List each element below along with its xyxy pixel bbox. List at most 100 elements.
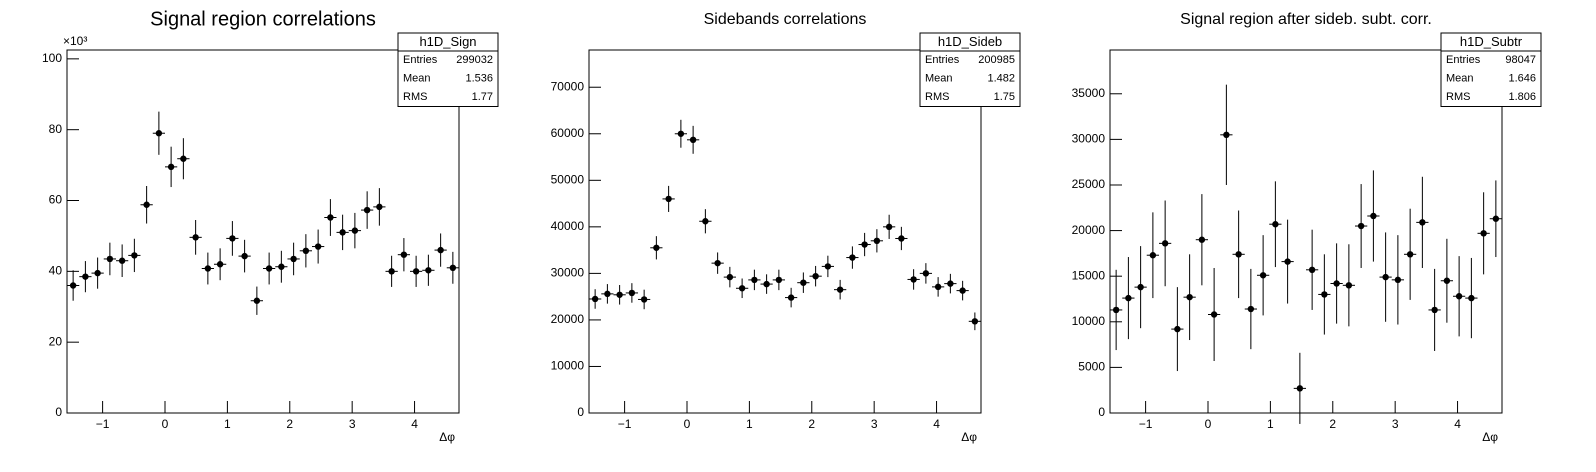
stats-value: 1.806 xyxy=(1508,91,1536,103)
stats-name: h1D_Sideb xyxy=(938,34,1002,49)
x-tick-label: 2 xyxy=(1329,417,1336,431)
chart-title: Signal region correlations xyxy=(150,8,376,30)
data-point xyxy=(775,276,783,284)
data-point xyxy=(229,235,236,242)
y-tick-label: 70000 xyxy=(551,79,585,93)
stats-label: Entries xyxy=(403,54,438,66)
data-point xyxy=(1443,277,1451,284)
data-point xyxy=(1235,251,1242,258)
data-point xyxy=(351,227,359,234)
y-multiplier: ×10³ xyxy=(63,34,87,48)
data-point xyxy=(653,244,660,251)
stats-value: 1.646 xyxy=(1508,73,1536,85)
data-point xyxy=(339,229,346,236)
x-tick-label: 3 xyxy=(871,417,878,431)
stats-label: RMS xyxy=(1446,91,1470,103)
data-point xyxy=(1308,266,1316,274)
data-point xyxy=(94,269,101,277)
data-point xyxy=(1455,293,1463,300)
x-tick-label: 2 xyxy=(286,417,293,431)
data-point xyxy=(1370,212,1377,220)
data-point xyxy=(388,268,395,275)
data-point xyxy=(849,254,856,261)
data-point xyxy=(1480,230,1487,237)
chart-title: Sidebands correlations xyxy=(704,11,867,28)
data-point xyxy=(327,214,334,221)
data-point xyxy=(751,276,758,284)
data-point xyxy=(800,279,807,286)
data-point xyxy=(873,237,881,245)
y-tick-label: 35000 xyxy=(1072,86,1106,100)
data-point xyxy=(604,290,611,298)
data-point xyxy=(591,295,599,303)
data-point xyxy=(665,195,672,203)
y-tick-label: 15000 xyxy=(1072,268,1106,282)
x-tick-label: 1 xyxy=(1267,417,1274,431)
stats-value: 98047 xyxy=(1505,54,1536,66)
data-point xyxy=(69,282,77,289)
data-point xyxy=(302,247,310,255)
data-point xyxy=(763,280,770,288)
data-point xyxy=(1125,294,1132,302)
data-point xyxy=(1259,272,1267,279)
x-tick-label: 2 xyxy=(808,417,815,431)
data-point xyxy=(1333,280,1340,287)
x-tick-label: 0 xyxy=(162,417,169,431)
stats-label: RMS xyxy=(925,91,949,103)
y-tick-label: 10000 xyxy=(551,359,585,373)
data-point xyxy=(885,223,893,231)
stats-value: 1.536 xyxy=(465,73,493,85)
y-tick-label: 5000 xyxy=(1078,360,1105,374)
frame xyxy=(1109,49,1503,414)
data-point xyxy=(824,263,832,270)
data-point xyxy=(449,264,457,271)
data-point xyxy=(702,218,709,225)
y-tick-label: 40 xyxy=(49,264,63,278)
stats-label: Entries xyxy=(925,54,960,66)
data-point xyxy=(314,243,322,250)
data-point xyxy=(738,285,746,292)
y-tick-label: 100 xyxy=(42,51,62,65)
data-point xyxy=(1186,293,1193,301)
data-point xyxy=(1284,258,1291,265)
frame xyxy=(66,49,460,414)
data-point xyxy=(1161,240,1169,247)
data-point xyxy=(1419,219,1426,226)
data-point xyxy=(241,252,248,260)
data-point xyxy=(1492,215,1500,222)
data-point xyxy=(1223,131,1230,139)
y-tick-label: 0 xyxy=(55,405,62,419)
data-point xyxy=(412,268,420,275)
y-tick-label: 50000 xyxy=(551,172,585,186)
data-point xyxy=(425,267,432,274)
x-axis-label: Δφ xyxy=(1482,430,1498,444)
data-point xyxy=(1431,306,1438,314)
x-tick-label: 4 xyxy=(1454,417,1461,431)
stats-label: Mean xyxy=(403,73,431,85)
x-tick-label: −1 xyxy=(96,417,110,431)
data-point xyxy=(616,291,623,298)
data-point xyxy=(1210,311,1218,318)
data-point xyxy=(910,276,917,283)
x-tick-label: −1 xyxy=(618,417,632,431)
data-point xyxy=(677,130,685,137)
data-point xyxy=(143,201,150,208)
stats-value: 1.482 xyxy=(987,73,1015,85)
x-axis-label: Δφ xyxy=(439,430,455,444)
data-point xyxy=(861,241,868,248)
data-point xyxy=(118,257,126,264)
stats-value: 1.77 xyxy=(472,91,493,103)
x-tick-label: 4 xyxy=(933,417,940,431)
y-tick-label: 40000 xyxy=(551,219,585,233)
x-tick-label: 0 xyxy=(1205,417,1212,431)
y-tick-label: 20 xyxy=(49,334,63,348)
y-tick-label: 60000 xyxy=(551,126,585,140)
data-point xyxy=(216,261,224,268)
y-tick-label: 25000 xyxy=(1072,177,1106,191)
y-tick-label: 0 xyxy=(577,405,584,419)
stats-value: 299032 xyxy=(456,54,493,66)
data-point xyxy=(1272,221,1279,228)
chart-title: Signal region after sideb. subt. corr. xyxy=(1180,11,1432,28)
data-point xyxy=(1406,251,1414,258)
